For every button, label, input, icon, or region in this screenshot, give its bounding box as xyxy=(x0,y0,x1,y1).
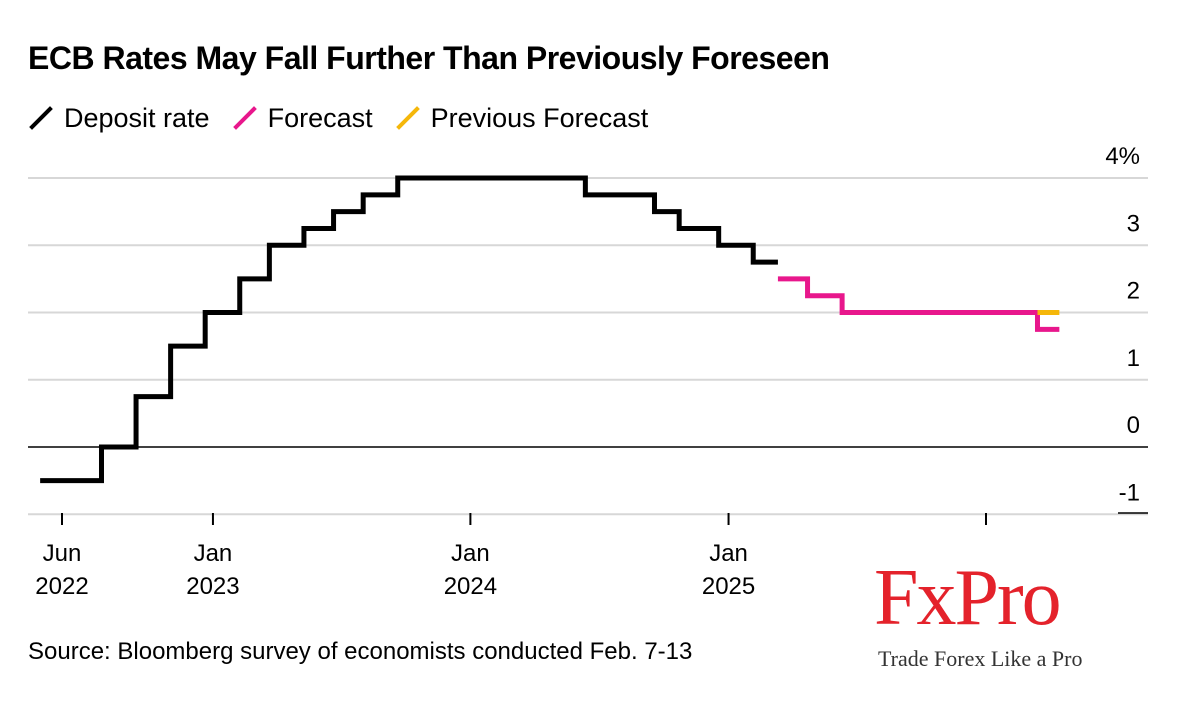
legend-swatch-previous-forecast-mark xyxy=(395,106,420,130)
x-tick-year-1: 2023 xyxy=(186,573,239,600)
legend-swatch-forecast xyxy=(232,106,257,130)
source-note: Source: Bloomberg survey of economists c… xyxy=(28,638,693,665)
x-tick-month-1: Jan xyxy=(194,540,233,567)
x-tick-year-0: 2022 xyxy=(35,573,88,600)
y-tick-label-2: 2 xyxy=(1127,278,1140,305)
series-line-forecast xyxy=(777,276,1060,332)
y-tick-label-4: 0 xyxy=(1127,412,1140,439)
y-tick-label-3: 1 xyxy=(1127,345,1140,372)
legend-item-previous-forecast: Previous Forecast xyxy=(395,102,649,134)
fxpro-logo: FxPro xyxy=(874,554,1062,642)
x-tick-year-3: 2025 xyxy=(702,573,755,600)
x-tick-month-2: Jan xyxy=(451,540,490,567)
legend-swatch-deposit-rate-mark xyxy=(29,106,53,130)
legend-swatch-deposit-rate xyxy=(29,106,53,130)
legend-item-deposit-rate: Deposit rate xyxy=(28,103,210,134)
y-tick-label-0: 4% xyxy=(1105,143,1140,170)
y-tick-label-1: 3 xyxy=(1127,210,1140,237)
legend-swatch-previous-forecast xyxy=(395,106,420,130)
y-tick-label-5: -1 xyxy=(1119,479,1140,506)
legend-label-previous-forecast: Previous Forecast xyxy=(430,102,649,133)
chart-title: ECB Rates May Fall Further Than Previous… xyxy=(28,40,830,76)
legend-swatch-forecast-mark xyxy=(232,106,257,130)
x-tick-year-2: 2024 xyxy=(444,573,497,600)
fxpro-tagline: Trade Forex Like a Pro xyxy=(878,646,1083,671)
fxpro-watermark: FxPro Trade Forex Like a Pro xyxy=(872,558,1122,678)
legend-item-forecast: Forecast xyxy=(232,103,373,134)
x-tick-month-3: Jan xyxy=(709,540,748,567)
legend-label-deposit-rate: Deposit rate xyxy=(64,102,210,133)
x-tick-month-0: Jun xyxy=(43,540,82,567)
legend-label-forecast: Forecast xyxy=(267,102,373,133)
series-line-deposit-rate xyxy=(40,175,778,484)
chart-legend: Deposit rate Forecast Previous Forecast xyxy=(28,100,670,136)
